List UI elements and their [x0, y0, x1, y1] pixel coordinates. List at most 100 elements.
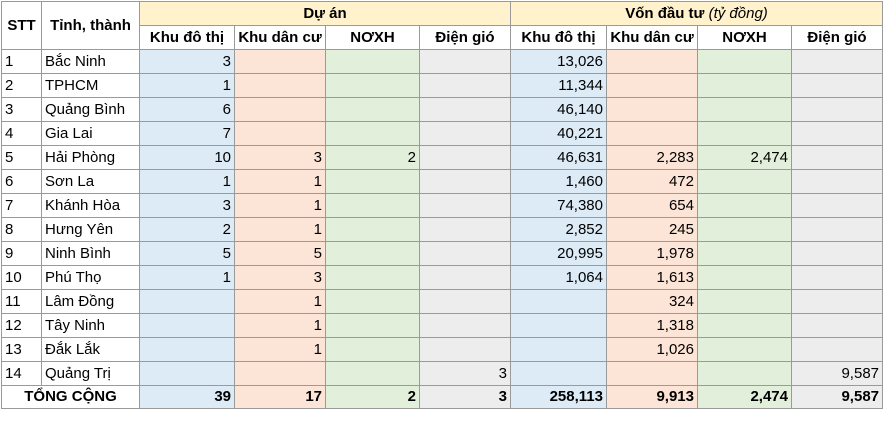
row-stt: 13: [1, 337, 42, 362]
row-projects-residential: [234, 49, 326, 74]
row-capital-wind: [790, 241, 883, 266]
row-stt: 2: [1, 73, 42, 98]
row-stt: 8: [1, 217, 42, 242]
row-projects-residential: 3: [234, 145, 326, 170]
header-group-row: STT Tỉnh, thành Dự án Vốn đầu tư (tỷ đồn…: [1, 1, 883, 50]
row-capital-urban: [510, 361, 607, 386]
total-capital-urban: 258,113: [510, 385, 607, 409]
row-projects-social-housing: [325, 97, 420, 122]
row-capital-wind: [790, 313, 883, 338]
row-capital-wind: [790, 73, 883, 98]
row-province: Quảng Trị: [41, 361, 140, 386]
row-projects-wind: [419, 337, 511, 362]
total-capital-social-housing: 2,474: [697, 385, 792, 409]
table-row: 11 Lâm Đồng 1 324: [1, 289, 883, 314]
row-capital-residential: 1,026: [606, 337, 698, 362]
row-capital-residential: [606, 49, 698, 74]
total-label: TỔNG CỘNG: [1, 385, 140, 409]
table-row: 10 Phú Thọ 1 3 1,064 1,613: [1, 265, 883, 290]
row-capital-wind: 9,587: [790, 361, 883, 386]
row-stt: 6: [1, 169, 42, 194]
table-row: 7 Khánh Hòa 3 1 74,380 654: [1, 193, 883, 218]
table-row: 13 Đắk Lắk 1 1,026: [1, 337, 883, 362]
row-capital-social-housing: [697, 361, 792, 386]
row-capital-social-housing: [697, 241, 792, 266]
header-projects-residential: Khu dân cư: [234, 25, 326, 50]
table-row: 9 Ninh Bình 5 5 20,995 1,978: [1, 241, 883, 266]
row-stt: 7: [1, 193, 42, 218]
row-projects-urban: 1: [139, 169, 235, 194]
row-projects-wind: [419, 121, 511, 146]
row-projects-social-housing: [325, 361, 420, 386]
table-row: 14 Quảng Trị 3 9,587: [1, 361, 883, 386]
row-projects-urban: 1: [139, 73, 235, 98]
row-capital-social-housing: [697, 289, 792, 314]
row-projects-wind: [419, 217, 511, 242]
table-row: 12 Tây Ninh 1 1,318: [1, 313, 883, 338]
row-projects-residential: [234, 121, 326, 146]
row-projects-wind: [419, 97, 511, 122]
header-capital-residential: Khu dân cư: [606, 25, 698, 50]
table-row: 2 TPHCM 1 11,344: [1, 73, 883, 98]
row-stt: 11: [1, 289, 42, 314]
row-capital-urban: 1,460: [510, 169, 607, 194]
row-capital-urban: 46,140: [510, 97, 607, 122]
row-stt: 12: [1, 313, 42, 338]
table-row: 4 Gia Lai 7 40,221: [1, 121, 883, 146]
header-capital-unit: (tỷ đồng): [708, 4, 768, 22]
row-projects-residential: 1: [234, 313, 326, 338]
row-projects-urban: [139, 289, 235, 314]
row-capital-wind: [790, 97, 883, 122]
header-projects-social-housing: NƠXH: [325, 25, 420, 50]
row-capital-social-housing: 2,474: [697, 145, 792, 170]
row-capital-urban: 11,344: [510, 73, 607, 98]
row-projects-social-housing: [325, 289, 420, 314]
row-stt: 14: [1, 361, 42, 386]
row-capital-social-housing: [697, 49, 792, 74]
row-capital-social-housing: [697, 313, 792, 338]
header-group-projects: Dự án: [139, 1, 511, 26]
row-capital-social-housing: [697, 97, 792, 122]
row-projects-residential: 1: [234, 169, 326, 194]
table-row: 5 Hải Phòng 10 3 2 46,631 2,283 2,474: [1, 145, 883, 170]
row-projects-residential: 1: [234, 337, 326, 362]
row-projects-urban: 3: [139, 49, 235, 74]
row-capital-wind: [790, 145, 883, 170]
row-projects-residential: 5: [234, 241, 326, 266]
table-row: 8 Hưng Yên 2 1 2,852 245: [1, 217, 883, 242]
row-projects-urban: [139, 313, 235, 338]
row-projects-social-housing: [325, 265, 420, 290]
row-projects-residential: 1: [234, 217, 326, 242]
row-stt: 9: [1, 241, 42, 266]
total-capital-residential: 9,913: [606, 385, 698, 409]
total-projects-wind: 3: [419, 385, 511, 409]
row-projects-social-housing: [325, 193, 420, 218]
row-province: Ninh Bình: [41, 241, 140, 266]
row-capital-residential: [606, 73, 698, 98]
row-capital-residential: 1,978: [606, 241, 698, 266]
row-province: Đắk Lắk: [41, 337, 140, 362]
row-capital-social-housing: [697, 265, 792, 290]
row-capital-urban: 13,026: [510, 49, 607, 74]
row-capital-social-housing: [697, 169, 792, 194]
row-province: Hải Phòng: [41, 145, 140, 170]
header-capital-urban: Khu đô thị: [510, 25, 607, 50]
investment-table: STT Tỉnh, thành Dự án Vốn đầu tư (tỷ đồn…: [1, 1, 883, 409]
total-row: TỔNG CỘNG 39 17 2 3 258,113 9,913 2,474 …: [1, 385, 883, 409]
row-projects-wind: [419, 313, 511, 338]
row-province: Phú Thọ: [41, 265, 140, 290]
row-projects-urban: [139, 361, 235, 386]
row-capital-wind: [790, 49, 883, 74]
header-group-capital: Vốn đầu tư (tỷ đồng): [509, 1, 883, 26]
table-row: 1 Bắc Ninh 3 13,026: [1, 49, 883, 74]
row-projects-wind: [419, 145, 511, 170]
total-projects-urban: 39: [139, 385, 235, 409]
header-stt: STT: [1, 1, 42, 50]
row-projects-urban: 6: [139, 97, 235, 122]
row-projects-urban: 5: [139, 241, 235, 266]
row-province: Khánh Hòa: [41, 193, 140, 218]
row-capital-urban: 46,631: [510, 145, 607, 170]
row-projects-urban: 3: [139, 193, 235, 218]
row-province: Sơn La: [41, 169, 140, 194]
row-capital-residential: 2,283: [606, 145, 698, 170]
